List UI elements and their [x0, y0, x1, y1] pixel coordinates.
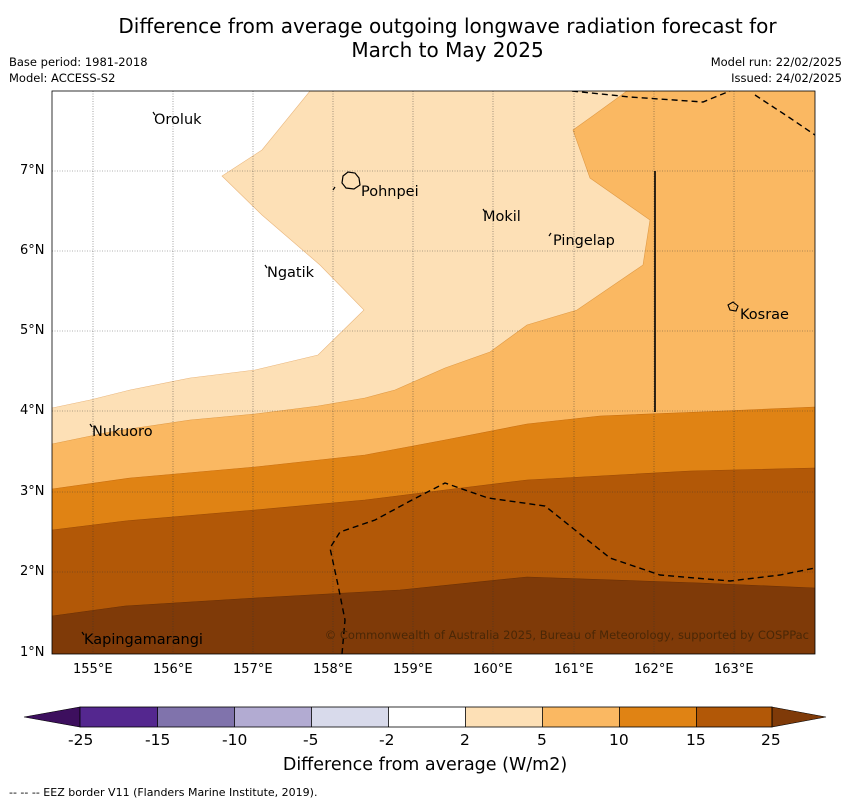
lon-tick-156: 156°E [153, 662, 193, 677]
colorbar-tick-5: 5 [537, 731, 547, 749]
lat-tick-7: 7°N [20, 163, 45, 178]
map-panel [52, 91, 815, 654]
eez-footnote: -- -- -- EEZ border V11 (Flanders Marine… [9, 786, 318, 799]
lat-tick-5: 5°N [20, 323, 45, 338]
colorbar-tick-2: 2 [460, 731, 470, 749]
chart-title-line2: March to May 2025 [351, 38, 544, 62]
colorbar-segment-5 [388, 707, 466, 727]
map-frame [51, 90, 816, 655]
lat-tick-2: 2°N [20, 564, 45, 579]
colorbar-tick-neg5: -5 [303, 731, 319, 749]
place-label-pingelap: Pingelap [553, 233, 615, 249]
place-label-pohnpei: Pohnpei [361, 184, 419, 200]
graticule [52, 91, 815, 654]
lat-tick-3: 3°N [20, 484, 45, 499]
colorbar-segment-9 [696, 707, 772, 727]
colorbar-tick-neg2: -2 [379, 731, 395, 749]
place-label-oroluk: Oroluk [154, 112, 202, 128]
atoll-markers [81, 111, 552, 636]
place-label-kapingamarangi: Kapingamarangi [84, 632, 203, 648]
colorbar-segment-2 [157, 707, 235, 727]
lon-tick-162: 162°E [634, 662, 674, 677]
colorbar-tick-10: 10 [609, 731, 629, 749]
lon-tick-163: 163°E [714, 662, 754, 677]
colorbar-frame [79, 706, 773, 728]
colorbar-segment-4 [311, 707, 389, 727]
lon-tick-158: 158°E [313, 662, 353, 677]
place-label-mokil: Mokil [483, 209, 521, 225]
band-above-25 [52, 576, 815, 654]
lon-tick-160: 160°E [473, 662, 513, 677]
base-period-label: Base period: 1981-2018 [9, 55, 148, 69]
issued-label: Issued: 24/02/2025 [731, 71, 842, 85]
chart-title-line1: Difference from average outgoing longwav… [118, 14, 777, 38]
copyright-notice: © Commonwealth of Australia 2025, Bureau… [324, 628, 809, 642]
colorbar-tick-neg10: -10 [222, 731, 248, 749]
colorbar-segment-1 [80, 707, 158, 727]
colorbar [23, 706, 827, 728]
lat-tick-4: 4°N [20, 403, 45, 418]
kosrae-island-outline [727, 301, 739, 312]
place-label-nukuoro: Nukuoro [92, 424, 153, 440]
colorbar-title: Difference from average (W/m2) [282, 755, 568, 775]
model-label: Model: ACCESS-S2 [9, 71, 116, 85]
lon-tick-161: 161°E [554, 662, 594, 677]
colorbar-segment-7 [542, 707, 620, 727]
place-label-ngatik: Ngatik [267, 265, 315, 281]
pohnpei-islet [332, 186, 336, 191]
colorbar-tick-neg25: -25 [68, 731, 94, 749]
lat-tick-1: 1°N [20, 645, 45, 660]
colorbar-arrow-right [771, 706, 827, 728]
lat-tick-6: 6°N [20, 243, 45, 258]
colorbar-tick-15: 15 [686, 731, 706, 749]
colorbar-arrow-left [23, 706, 81, 728]
colorbar-segment-8 [619, 707, 697, 727]
lon-tick-159: 159°E [393, 662, 433, 677]
pohnpei-island-outline [341, 171, 361, 190]
lon-tick-157: 157°E [233, 662, 273, 677]
place-label-kosrae: Kosrae [740, 307, 789, 323]
colorbar-tick-neg15: -15 [145, 731, 171, 749]
colorbar-segment-3 [234, 707, 312, 727]
lon-tick-155: 155°E [73, 662, 113, 677]
colorbar-tick-25: 25 [761, 731, 781, 749]
eez-borders [329, 91, 815, 654]
model-run-label: Model run: 22/02/2025 [710, 55, 842, 69]
colorbar-segment-6 [465, 707, 543, 727]
